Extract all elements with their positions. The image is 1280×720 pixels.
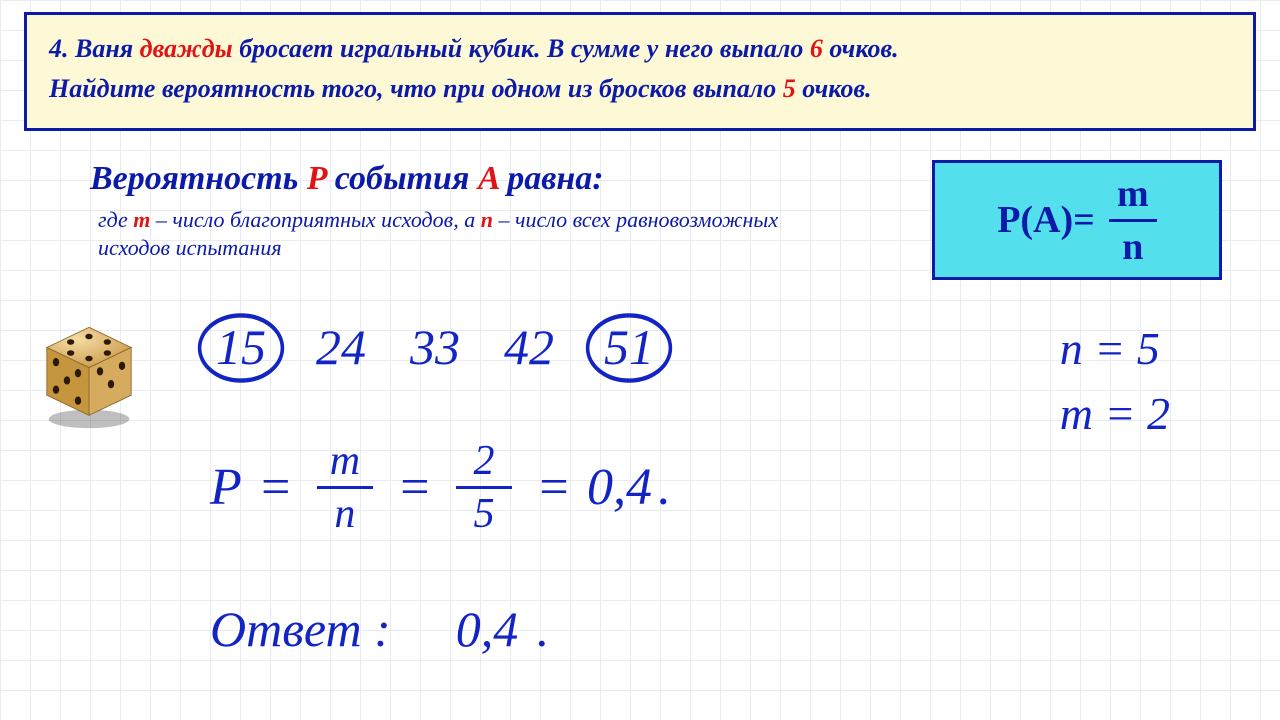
calc-frac2-num: 2 [473, 440, 494, 482]
calc-eq2: = [397, 458, 432, 517]
def-sub-m: m [133, 207, 150, 232]
outcome-15: 15 [210, 318, 272, 376]
problem-highlight-2: 6 [810, 34, 823, 63]
outcome-24: 24 [316, 318, 366, 376]
calc-eq1: = [258, 458, 293, 517]
def-sub-n: n [481, 207, 493, 232]
definition-subtitle: где m – число благоприятных исходов, а n… [98, 206, 838, 261]
problem-highlight-3: 5 [783, 74, 796, 103]
formula-den: n [1122, 228, 1143, 266]
answer-line: Ответ : 0,4 . [210, 600, 549, 658]
calc-frac1-bar [317, 486, 373, 489]
calc-eq3: = [536, 458, 571, 517]
outcome-15-value: 15 [216, 319, 266, 375]
calc-dot: . [658, 458, 671, 517]
def-title-a: Вероятность [90, 160, 307, 197]
formula-fraction: m n [1109, 175, 1157, 266]
calc-frac2-bar [456, 486, 512, 489]
formula-bar [1109, 219, 1157, 222]
problem-statement-box: 4. Ваня дважды бросает игральный кубик. … [24, 12, 1256, 131]
calc-frac2-den: 5 [473, 493, 494, 535]
formula-eq: = [1073, 198, 1095, 242]
calc-frac-mn: m n [317, 440, 373, 535]
calc-P: P [210, 458, 242, 517]
def-title-A: A [478, 160, 499, 197]
probability-formula-box: P(A) = m n [932, 160, 1222, 280]
calc-frac1-num: m [330, 440, 360, 482]
formula-lhs: P(A) [997, 198, 1073, 242]
problem-text-3: очков. [823, 34, 899, 63]
n-value: n = 5 [1060, 322, 1170, 375]
outcome-51: 51 [598, 318, 660, 376]
problem-text-1: Ваня [75, 34, 140, 63]
definition-title: Вероятность P события A равна: [90, 160, 604, 198]
def-sub-a: где [98, 207, 133, 232]
problem-text-5: очков. [796, 74, 872, 103]
outcome-33: 33 [410, 318, 460, 376]
problem-number: 4. [49, 34, 69, 63]
answer-label: Ответ : [210, 601, 391, 657]
problem-text-2: бросает игральный кубик. В сумме у него … [233, 34, 810, 63]
outcomes-row: 15 24 33 42 51 [210, 318, 660, 376]
answer-value: 0,4 [456, 601, 519, 657]
outcome-51-value: 51 [604, 319, 654, 375]
m-value: m = 2 [1060, 387, 1170, 440]
def-title-b: события [326, 160, 478, 197]
formula-num: m [1117, 175, 1149, 213]
def-title-P: P [307, 160, 327, 197]
calculation-line: P = m n = 2 5 = 0,4 . [210, 440, 671, 535]
def-title-c: равна: [499, 160, 604, 197]
def-sub-b: – число благоприятных исходов, а [150, 207, 480, 232]
die-icon [34, 320, 144, 430]
calc-result: 0,4 [587, 458, 652, 517]
problem-text-4: Найдите вероятность того, что при одном … [49, 74, 783, 103]
problem-highlight-1: дважды [140, 34, 233, 63]
calc-frac1-den: n [334, 493, 355, 535]
outcome-42: 42 [504, 318, 554, 376]
calc-frac-25: 2 5 [456, 440, 512, 535]
nm-values: n = 5 m = 2 [1060, 322, 1170, 452]
answer-dot: . [537, 601, 550, 657]
